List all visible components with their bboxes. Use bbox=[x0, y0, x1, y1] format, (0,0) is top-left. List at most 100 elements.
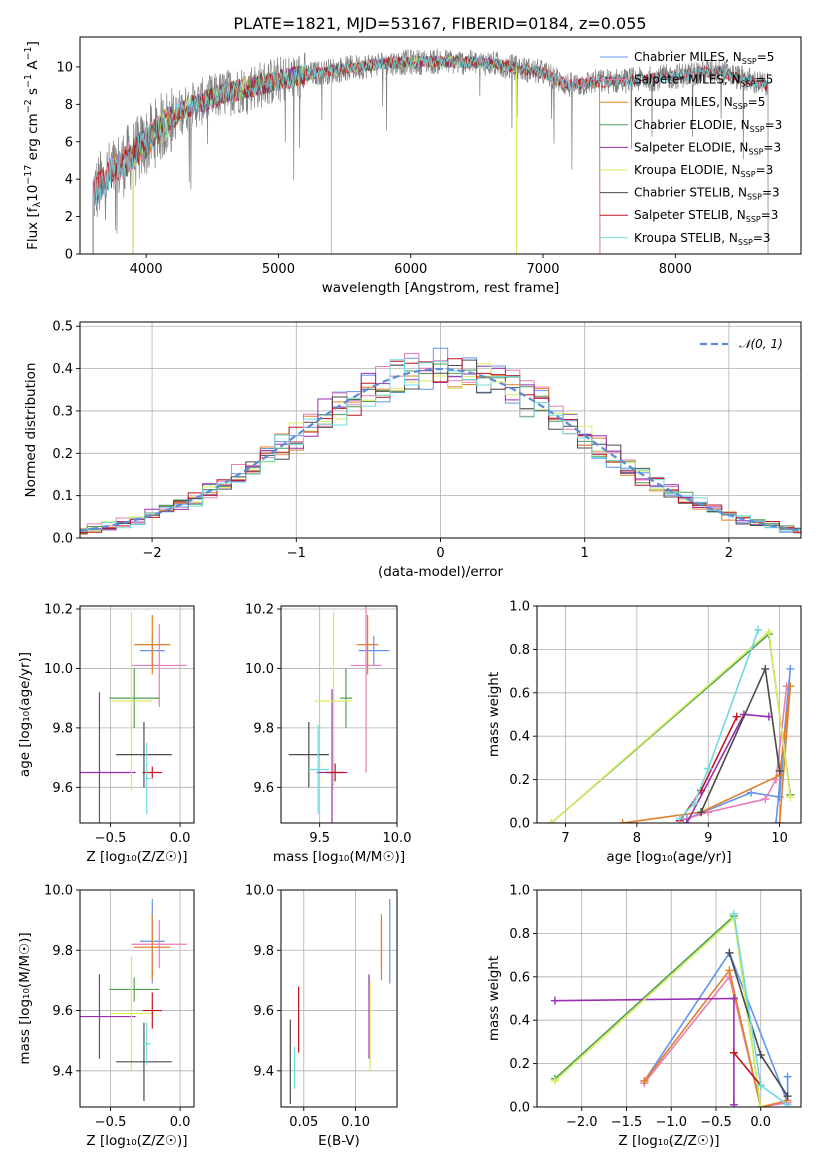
weight-point-chabrier_stelib bbox=[697, 808, 706, 817]
x-tick-label: 2 bbox=[725, 546, 733, 561]
legend-nssp-value: 3 bbox=[763, 231, 771, 245]
legend-series-name: Chabrier ELODIE bbox=[634, 118, 733, 132]
plot-area bbox=[80, 347, 801, 535]
x-tick-label: 9 bbox=[704, 831, 712, 846]
legend-nssp-sub: SSP bbox=[742, 57, 757, 66]
y-tick-label: 0.6 bbox=[509, 970, 530, 985]
y-tick-label: 9.6 bbox=[253, 781, 274, 796]
y-axis-label: mass weight bbox=[486, 956, 502, 1041]
y-tick-label: 1.0 bbox=[509, 884, 530, 899]
x-tick-label: −1.5 bbox=[611, 1115, 643, 1130]
weight-point-chabrier_miles bbox=[772, 819, 781, 823]
y-tick-label: 9.6 bbox=[52, 1004, 73, 1019]
x-tick-label: 0.0 bbox=[750, 1115, 771, 1130]
y-tick-label: 2 bbox=[65, 210, 73, 225]
x-tick-label: −0.5 bbox=[95, 831, 127, 846]
y-axis-label: Flux [fλ10−17 erg cm−2 s−1 A−1] bbox=[23, 41, 43, 250]
y-tick-label: 0.4 bbox=[509, 1014, 530, 1029]
weight-line-chabrier_elodie bbox=[550, 632, 792, 823]
y-tick-label: 10.0 bbox=[245, 662, 274, 677]
y-tick-label: 0.0 bbox=[509, 817, 530, 832]
legend-nssp-prefix: , N bbox=[732, 140, 749, 154]
legend-nssp-sub: SSP bbox=[748, 147, 763, 156]
weight-line-salpeter_stelib bbox=[733, 1052, 762, 1086]
axes-frame bbox=[280, 889, 398, 1108]
y-tick-label: 0.8 bbox=[509, 927, 530, 942]
weight-point-kroupa_miles bbox=[640, 1076, 649, 1085]
x-tick-label: −1.0 bbox=[655, 1115, 687, 1130]
y-axis-label: mass weight bbox=[486, 672, 502, 757]
weight-point-chabrier_miles bbox=[783, 1072, 792, 1081]
weight-point-chabrier_stelib bbox=[725, 948, 734, 957]
legend-nssp-eq: = bbox=[753, 231, 763, 245]
y-tick-label: 0.2 bbox=[52, 447, 73, 462]
x-tick-label: 0.05 bbox=[289, 1115, 318, 1130]
legend-series-name: Kroupa STELIB bbox=[634, 231, 721, 245]
x-tick-label: 8000 bbox=[659, 262, 692, 277]
x-tick-label: 10.0 bbox=[383, 831, 412, 846]
y-tick-label: 0 bbox=[65, 248, 73, 263]
weight-line-kroupa_elodie bbox=[550, 630, 792, 823]
plot-area bbox=[288, 606, 390, 823]
weight-point-kroupa_elodie bbox=[547, 819, 556, 823]
model-spectrum-salpeter_stelib bbox=[92, 55, 769, 254]
legend-series-name: Chabrier MILES bbox=[634, 50, 725, 64]
legend-nssp-eq: = bbox=[748, 95, 758, 109]
x-tick-label: 9.5 bbox=[309, 831, 330, 846]
y-tick-label: 6 bbox=[65, 135, 73, 150]
x-axis-label: age [log₁₀(age/yr)] bbox=[606, 849, 731, 865]
legend-series-name: Kroupa MILES bbox=[634, 95, 716, 109]
legend-nssp-eq: = bbox=[756, 73, 766, 87]
x-tick-label: 4000 bbox=[130, 262, 163, 277]
axes-frame bbox=[536, 889, 802, 1108]
y-tick-label: 9.8 bbox=[253, 944, 274, 959]
panel-weight_vs_Z: −2.0 −1.5 −1.0 −0.5 0.0 0.0 0.2 0.4 0.6 0.8 1.0 Z [… bbox=[486, 884, 802, 1149]
weight-point-kroupa_miles bbox=[786, 682, 795, 691]
weight-point-salpeter_miles bbox=[761, 795, 770, 804]
legend-series-name: Kroupa ELODIE bbox=[634, 163, 724, 177]
weight-line-kroupa_elodie bbox=[554, 916, 762, 1107]
legend-label: Salpeter ELODIE, NSSP=3 bbox=[634, 140, 781, 156]
y-tick-label: 10.2 bbox=[44, 602, 73, 617]
axes-frame bbox=[79, 605, 195, 824]
legend-nssp-value: 5 bbox=[767, 50, 775, 64]
weight-line-chabrier_elodie bbox=[554, 914, 762, 1107]
y-tick-label: 9.8 bbox=[52, 721, 73, 736]
label-part: −2 bbox=[23, 99, 34, 113]
legend-nssp-value: 3 bbox=[771, 208, 779, 222]
label-part: λ bbox=[32, 202, 43, 208]
weight-point-kroupa_elodie bbox=[756, 1103, 765, 1107]
legend-nssp-value: 3 bbox=[766, 163, 774, 177]
weight-point-salpeter_elodie bbox=[729, 994, 738, 1003]
x-axis-label: wavelength [Angstrom, rest frame] bbox=[322, 280, 560, 296]
weight-point-chabrier_stelib bbox=[775, 766, 784, 775]
x-axis-label: E(B-V) bbox=[318, 1133, 360, 1149]
legend-nssp-value: 3 bbox=[772, 186, 780, 200]
y-tick-label: 9.8 bbox=[253, 721, 274, 736]
y-tick-label: 0.2 bbox=[509, 1057, 530, 1072]
weight-point-kroupa_miles bbox=[725, 966, 734, 975]
y-tick-label: 9.8 bbox=[52, 944, 73, 959]
x-tick-label: 0.0 bbox=[170, 831, 191, 846]
y-tick-label: 0.6 bbox=[509, 686, 530, 701]
weight-point-salpeter_elodie bbox=[729, 1100, 738, 1107]
x-tick-label: −0.5 bbox=[700, 1115, 732, 1130]
label-part: −17 bbox=[23, 165, 34, 185]
panel-weight_vs_age: 7 8 9 10 0.0 0.2 0.4 0.6 0.8 1.0 age [log₁₀(age/yr… bbox=[486, 600, 802, 865]
legend-nssp-prefix: , N bbox=[721, 231, 738, 245]
legend-nssp-sub: SSP bbox=[741, 80, 756, 89]
y-tick-label: 1.0 bbox=[509, 600, 530, 615]
weight-line-salpeter_elodie bbox=[686, 713, 769, 823]
legend-nssp-sub: SSP bbox=[738, 238, 753, 247]
legend-nssp-value: 5 bbox=[766, 73, 774, 87]
y-tick-label: 10.2 bbox=[245, 602, 274, 617]
x-tick-label: −0.5 bbox=[95, 1115, 127, 1130]
legend-label: Chabrier ELODIE, NSSP=3 bbox=[634, 118, 782, 134]
weight-point-kroupa_elodie bbox=[764, 628, 773, 637]
weight-point-chabrier_miles bbox=[786, 664, 795, 673]
legend-nssp-sub: SSP bbox=[746, 215, 761, 224]
x-axis-label: Z [log₁₀(Z/Z☉)] bbox=[618, 1133, 719, 1149]
legend-nssp-value: 3 bbox=[773, 140, 781, 154]
panel-mass_vs_Z: −0.5 0.0 9.4 9.6 9.8 10.0 Z [log₁₀(Z/Z☉)] mass … bbox=[17, 884, 195, 1149]
